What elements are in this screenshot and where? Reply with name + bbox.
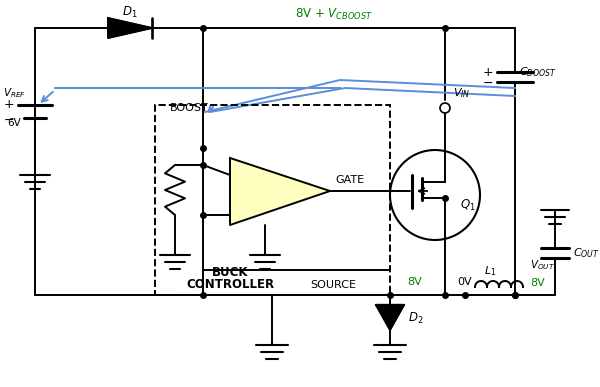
Text: $V_{OUT}$: $V_{OUT}$ [530, 258, 555, 272]
Text: $C_{BOOST}$: $C_{BOOST}$ [519, 65, 557, 79]
Text: $Q_1$: $Q_1$ [460, 197, 476, 212]
Text: BOOST: BOOST [170, 103, 209, 113]
Text: $V_{REF}$: $V_{REF}$ [2, 86, 25, 100]
Polygon shape [376, 305, 404, 330]
Text: $D_1$: $D_1$ [122, 4, 138, 20]
Text: BUCK: BUCK [212, 265, 248, 279]
Text: 0V: 0V [458, 277, 472, 287]
Text: $L_1$: $L_1$ [484, 264, 496, 278]
Text: $-$: $-$ [482, 75, 493, 89]
Text: CONTROLLER: CONTROLLER [186, 277, 274, 291]
Bar [155, 105, 390, 295]
Text: 8V: 8V [530, 278, 545, 288]
Polygon shape [230, 158, 330, 225]
Text: $C_{OUT}$: $C_{OUT}$ [573, 246, 600, 260]
Text: GATE: GATE [335, 175, 364, 185]
Text: $D_2$: $D_2$ [408, 310, 424, 325]
Text: $V_{IN}$: $V_{IN}$ [453, 86, 470, 100]
Text: 8V + $V_{CBOOST}$: 8V + $V_{CBOOST}$ [295, 7, 373, 22]
Text: 6V: 6V [7, 118, 21, 128]
Text: 8V: 8V [407, 277, 422, 287]
Polygon shape [108, 18, 152, 38]
Text: +: + [482, 65, 493, 79]
Text: SOURCE: SOURCE [310, 280, 356, 290]
Text: $-$: $-$ [3, 113, 14, 125]
Text: +: + [4, 98, 14, 111]
